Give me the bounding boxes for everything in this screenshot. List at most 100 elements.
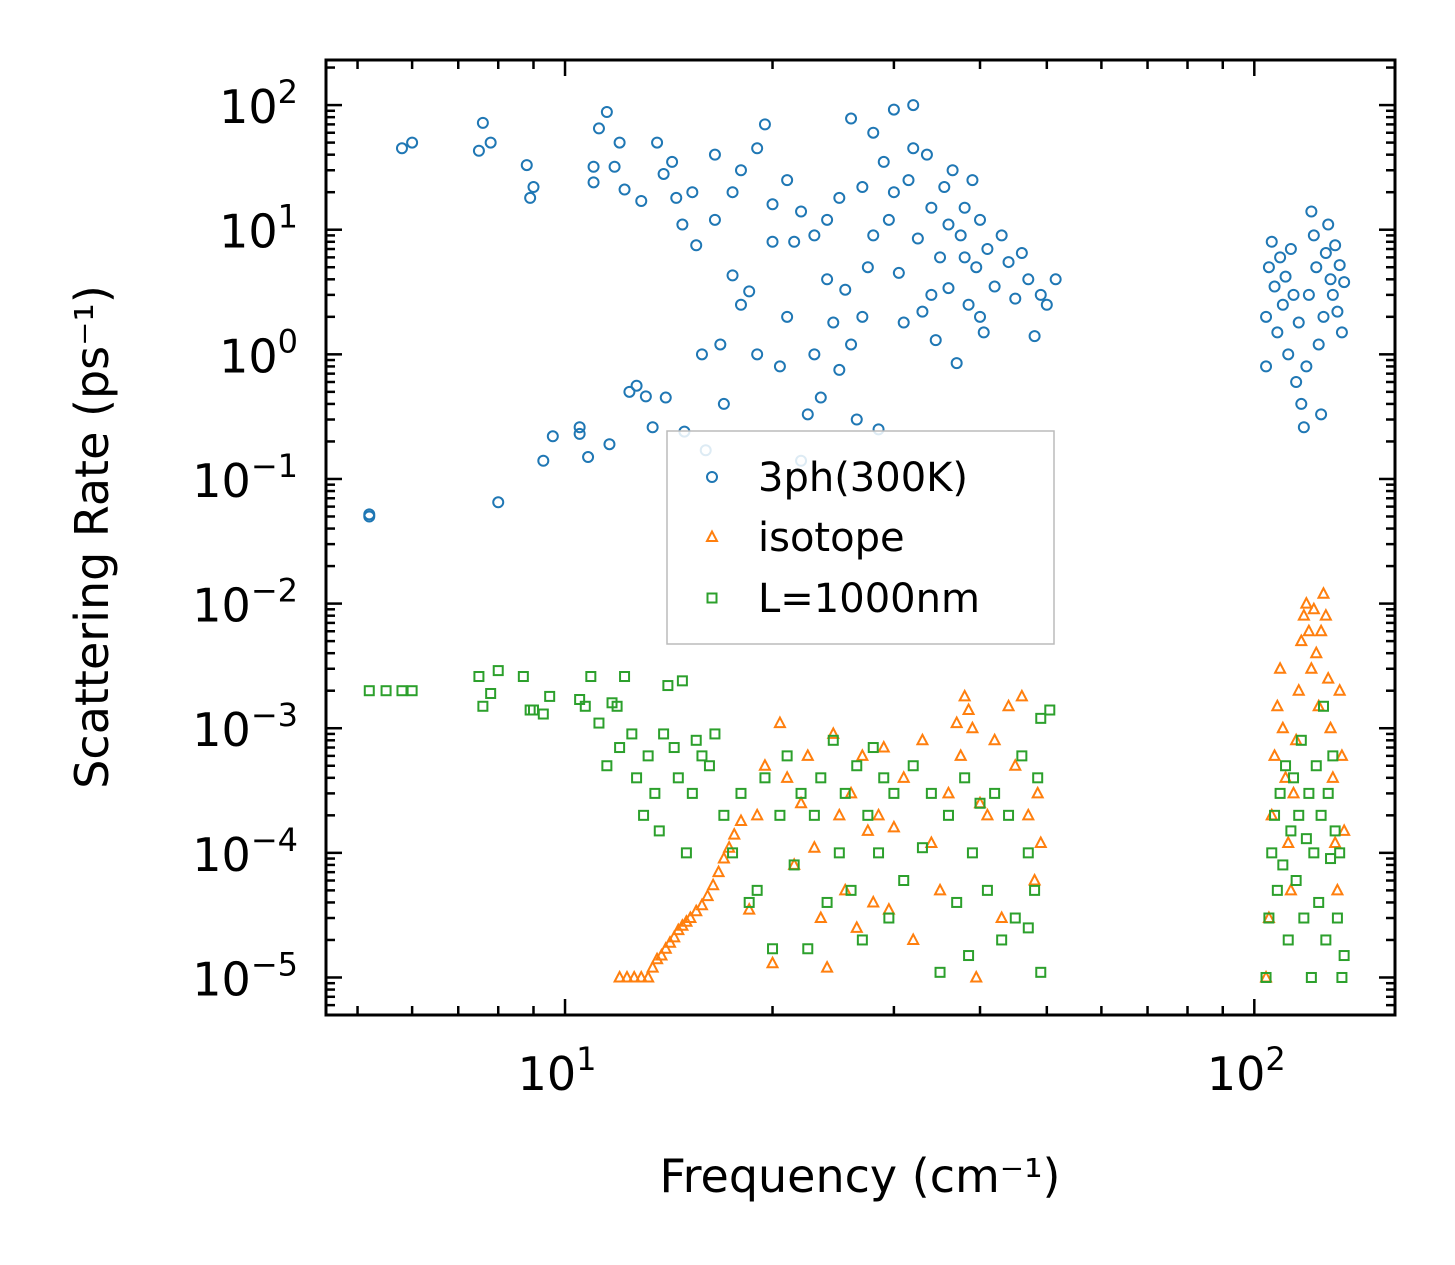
data-point (612, 969, 627, 983)
data-point (1284, 243, 1297, 256)
data-point (645, 959, 660, 973)
data-point (850, 413, 863, 426)
data-point (1333, 259, 1346, 272)
data-point (703, 760, 715, 772)
y-tick-label: 101 (219, 198, 298, 259)
data-point (1331, 912, 1343, 924)
data-point (1315, 408, 1328, 421)
y-axis-label: Scattering Rate (ps⁻¹) (65, 285, 119, 789)
data-point (1338, 276, 1351, 289)
data-point (887, 103, 900, 116)
data-point (672, 772, 684, 784)
data-point (654, 947, 669, 961)
data-point (788, 859, 800, 871)
data-point (820, 959, 834, 973)
data-point (1314, 623, 1328, 637)
data-point (1032, 772, 1044, 784)
data-point (980, 807, 995, 821)
data-point (808, 229, 821, 242)
data-point (1329, 239, 1342, 252)
data-point (537, 708, 549, 720)
data-point (1337, 823, 1351, 836)
data-point (821, 896, 833, 908)
data-point (1016, 750, 1028, 762)
data-point (473, 671, 485, 683)
data-point (662, 680, 674, 692)
data-point (1282, 934, 1294, 946)
data-point (981, 884, 993, 896)
data-point (1009, 292, 1022, 305)
y-tick-label: 10−2 (192, 572, 298, 633)
data-point (920, 148, 933, 161)
data-point (833, 847, 845, 859)
data-point (603, 438, 616, 451)
data-point (1280, 760, 1292, 772)
data-point (406, 136, 419, 149)
data-point (1266, 847, 1278, 859)
data-point (620, 969, 634, 983)
data-point (1027, 872, 1042, 886)
data-point (942, 282, 955, 295)
data-point (977, 326, 990, 339)
data-point (1322, 787, 1334, 799)
data-point (1334, 847, 1346, 859)
data-point (579, 700, 591, 712)
data-point (1271, 326, 1284, 339)
data-point (706, 877, 720, 891)
data-point (1300, 833, 1312, 845)
data-point (794, 795, 808, 809)
data-point (902, 174, 915, 187)
data-point (573, 427, 586, 440)
data-point (743, 285, 756, 298)
data-point (781, 174, 794, 187)
data-point (1304, 661, 1319, 674)
data-point (974, 213, 987, 226)
data-point (966, 174, 979, 187)
data-point (924, 835, 939, 848)
data-point (867, 126, 880, 139)
data-point (574, 694, 586, 706)
y-tick-label: 10−1 (192, 447, 298, 508)
data-point (717, 397, 730, 410)
data-point (1333, 683, 1347, 696)
y-tick-label: 100 (219, 322, 298, 383)
data-point (1317, 700, 1329, 712)
data-point (635, 194, 648, 207)
legend-label: L=1000nm (758, 576, 980, 622)
data-point (689, 903, 703, 917)
data-point (1324, 273, 1337, 286)
data-point (788, 235, 801, 248)
data-point (1319, 608, 1333, 621)
data-point (958, 688, 972, 702)
data-point (690, 239, 703, 252)
data-point (1297, 421, 1310, 434)
data-point (974, 797, 986, 809)
data-point (1015, 247, 1028, 260)
data-point (1331, 305, 1344, 318)
data-point (911, 232, 924, 245)
data-point (1330, 882, 1345, 896)
data-point (1285, 825, 1297, 837)
data-point (717, 850, 731, 864)
data-point (1329, 825, 1341, 837)
data-point (1260, 971, 1272, 983)
data-point (670, 191, 683, 204)
data-point (642, 750, 654, 762)
data-point (1279, 270, 1292, 283)
data-point (524, 191, 537, 204)
data-point (962, 298, 975, 311)
data-point (709, 728, 721, 740)
data-point (726, 186, 739, 199)
data-point (1003, 809, 1015, 821)
data-point (882, 213, 895, 226)
data-point (611, 700, 623, 712)
data-point (988, 280, 1001, 293)
data-point (907, 760, 919, 772)
plot-frame (324, 58, 1397, 1017)
data-point (1328, 835, 1342, 848)
data-point (1307, 229, 1320, 242)
data-point (587, 160, 600, 173)
data-point (1267, 748, 1282, 761)
data-point (585, 671, 597, 683)
